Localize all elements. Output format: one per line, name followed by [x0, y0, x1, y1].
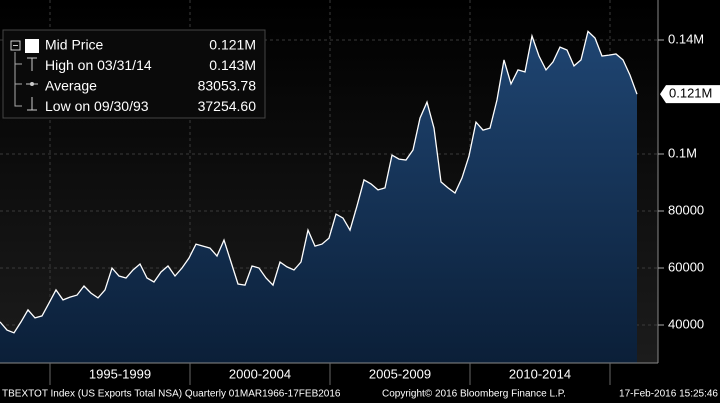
legend-swatch: [25, 39, 39, 53]
y-tick-label: 0.1M: [668, 145, 697, 160]
x-tick-label: 2000-2004: [229, 366, 291, 381]
price-line: [0, 30, 638, 334]
area-fill: [0, 31, 637, 364]
y-tick-label: 80000: [668, 202, 704, 217]
footer-timestamp: 17-Feb-2016 15:25:46: [619, 389, 718, 400]
legend-tree: [14, 52, 22, 107]
legend-label: Mid Price: [45, 37, 104, 53]
legend-icon: [30, 82, 34, 86]
x-tick-label: 2010-2014: [509, 366, 571, 381]
legend-label: Low on 09/30/93: [45, 98, 149, 114]
x-tick-label: 1995-1999: [89, 366, 151, 381]
y-tick-label: 40000: [668, 316, 704, 331]
footer-source: TBEXTOT Index (US Exports Total NSA) Qua…: [2, 389, 341, 400]
legend-icon: [27, 97, 37, 111]
legend-value: 0.121M: [209, 37, 256, 53]
last-price-label: 0.121M: [669, 86, 712, 101]
y-tick-label: 60000: [668, 259, 704, 274]
footer-bar: [0, 385, 720, 403]
y-tick-label: 0.14M: [668, 31, 704, 46]
x-tick-label: 2005-2009: [369, 366, 431, 381]
legend-box: [2, 29, 266, 119]
legend-value: 0.143M: [209, 57, 256, 73]
legend-value: 83053.78: [198, 78, 257, 94]
last-price-tag: [660, 85, 720, 104]
legend-label: Average: [45, 78, 97, 94]
legend-label: High on 03/31/14: [45, 57, 152, 73]
legend-value: 37254.60: [198, 98, 257, 114]
footer-copyright: Copyright© 2016 Bloomberg Finance L.P.: [382, 389, 566, 400]
legend-collapse: [10, 40, 21, 51]
legend-icon: [27, 57, 37, 71]
legend: Mid Price 0.121M High on 03/31/14 0.143M Ave…: [2, 29, 266, 119]
